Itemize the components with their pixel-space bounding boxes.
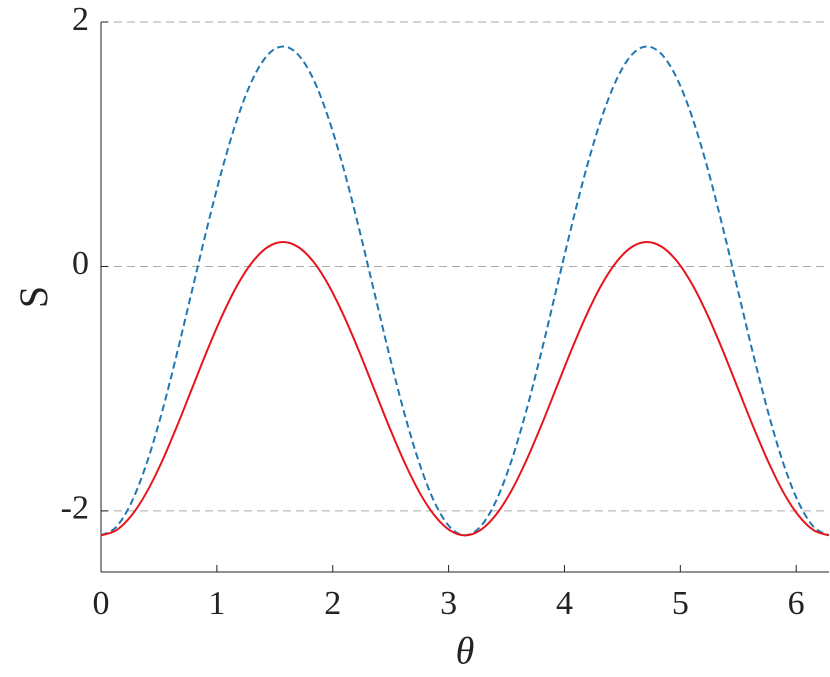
y-tick-label: -2	[61, 490, 89, 527]
x-tick-label: 1	[208, 585, 225, 622]
series-line	[100, 45, 830, 537]
x-axis-label: θ	[456, 631, 475, 673]
y-tick-label: 2	[72, 1, 89, 38]
y-tick-label: 0	[72, 245, 89, 282]
x-tick-label: 2	[324, 585, 341, 622]
y-axis-label: S	[11, 286, 56, 308]
x-tick-label: 3	[440, 585, 457, 622]
x-tick-label: 5	[672, 585, 689, 622]
x-tick-label: 0	[93, 585, 110, 622]
x-tick-label: 6	[788, 585, 805, 622]
series-line	[100, 240, 830, 537]
x-tick-label: 4	[556, 585, 573, 622]
